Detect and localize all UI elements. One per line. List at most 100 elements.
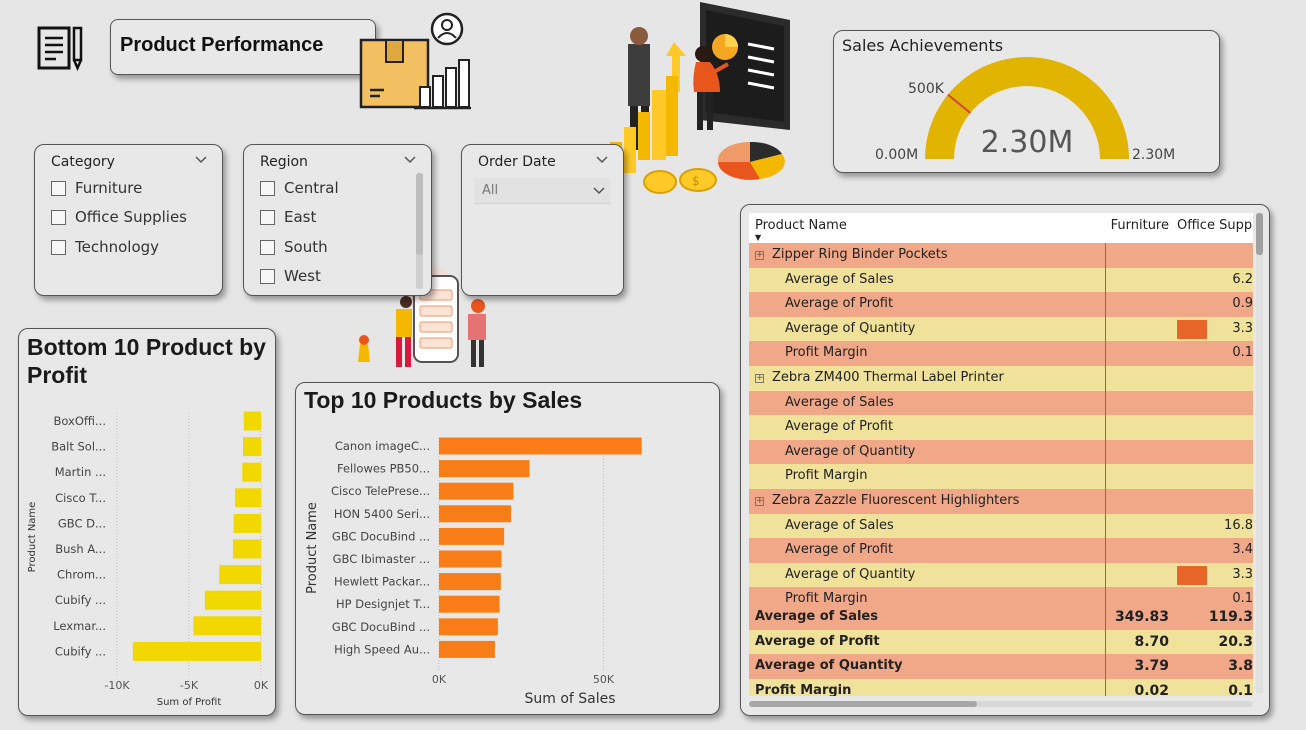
svg-text:$: $ [692, 174, 700, 188]
category-label: Cisco T... [55, 491, 106, 505]
business-presentation-illustration: $ [610, 2, 790, 194]
checkbox[interactable] [260, 268, 275, 284]
bar[interactable] [439, 437, 642, 455]
column-divider [1105, 243, 1106, 696]
total-label: Average of Sales [755, 609, 878, 624]
bar[interactable] [132, 641, 261, 661]
bottom-10-title: Bottom 10 Product by Profit [27, 334, 266, 388]
bar[interactable] [439, 550, 502, 568]
x-tick-label: 50K [593, 673, 615, 686]
x-tick-label: -5K [180, 679, 199, 692]
bottom-10-plot: -10K -5K 0K BoxOffi... Balt Sol... Martin ...… [27, 411, 269, 708]
region-option-west[interactable]: West [260, 267, 321, 285]
category-option-furniture[interactable]: Furniture [51, 179, 142, 197]
checkbox[interactable] [51, 239, 66, 255]
chevron-down-icon[interactable] [194, 153, 208, 167]
chevron-down-icon[interactable] [595, 153, 609, 167]
checkbox[interactable] [260, 209, 275, 225]
office-supplies-cell: 6.2 [1232, 271, 1253, 287]
category-label: High Speed Au... [334, 642, 430, 656]
y-axis-label: Product Name [27, 502, 38, 573]
bar[interactable] [439, 640, 495, 658]
category-option-technology[interactable]: Technology [51, 238, 159, 256]
bar[interactable] [439, 482, 514, 500]
matrix-measure-row: Average of Sales 16.8 [749, 513, 1253, 539]
bar[interactable] [232, 539, 261, 559]
bar[interactable] [235, 488, 261, 508]
bar[interactable] [204, 590, 261, 610]
order-date-dropdown[interactable]: All [474, 178, 610, 204]
region-option-central[interactable]: Central [260, 179, 339, 197]
chevron-down-icon[interactable] [403, 153, 417, 167]
total-label: Average of Quantity [755, 658, 903, 674]
bar[interactable] [439, 595, 500, 613]
title-box: Product Performance [110, 19, 376, 75]
matrix-total-row: Profit Margin 0.02 0.1 [749, 678, 1253, 696]
bar[interactable] [243, 411, 261, 431]
bar[interactable] [439, 460, 530, 478]
matrix-measure-row: Average of Sales [749, 390, 1253, 416]
row-label: Average of Sales [785, 517, 894, 533]
total-label: Average of Profit [755, 633, 880, 649]
row-label: Zipper Ring Binder Pockets [772, 247, 948, 262]
office-supplies-total: 20.3 [1218, 633, 1253, 650]
matrix-measure-row: Average of Profit [749, 415, 1253, 440]
row-label: Average of Sales [785, 394, 894, 410]
bar[interactable] [439, 505, 512, 523]
category-label: Hewlett Packar... [334, 575, 430, 589]
category-label: GBC DocuBind ... [332, 620, 430, 634]
expand-icon[interactable]: + [755, 496, 764, 506]
category-option-office-supplies[interactable]: Office Supplies [51, 208, 187, 226]
category-label: Cubify ... [55, 593, 106, 607]
row-label: Average of Sales [785, 271, 894, 287]
column-header-furniture[interactable]: Furniture [1110, 218, 1169, 233]
category-label: Cisco TelePrese... [331, 484, 430, 498]
option-label: East [284, 208, 317, 226]
bar[interactable] [439, 527, 505, 545]
checkbox[interactable] [260, 239, 275, 255]
bar[interactable] [439, 573, 501, 591]
row-label: Zebra ZM400 Thermal Label Printer [772, 370, 1004, 385]
matrix-measure-row: Profit Margin [749, 464, 1253, 489]
region-scrollbar[interactable] [416, 173, 423, 289]
option-label: Furniture [75, 179, 143, 197]
matrix-horizontal-scrollbar[interactable] [749, 701, 1253, 707]
sort-desc-icon: ▼ [755, 233, 762, 242]
column-header-office-supplies[interactable]: Office Suppli [1177, 218, 1253, 233]
x-tick-label: 0K [254, 679, 269, 692]
expand-icon[interactable]: + [755, 250, 764, 260]
bar[interactable] [243, 437, 261, 457]
row-label: Average of Profit [785, 419, 894, 435]
x-tick-label: -10K [104, 679, 130, 692]
chevron-down-icon [593, 187, 605, 195]
row-label: Profit Margin [785, 591, 868, 607]
bar[interactable] [439, 618, 498, 636]
bar[interactable] [233, 513, 261, 533]
gauge-min-label: 0.00M [875, 147, 918, 163]
matrix-total-row: Average of Quantity 3.79 3.8 [749, 654, 1253, 679]
matrix-group-row[interactable]: + Zebra ZM400 Thermal Label Printer [749, 366, 1253, 391]
top-10-title: Top 10 Products by Sales [304, 387, 583, 413]
box-chart-illustration [359, 12, 471, 110]
matrix-vertical-scrollbar[interactable] [1256, 213, 1263, 693]
matrix-total-row: Average of Sales 349.83 119.3 [749, 605, 1253, 630]
expand-icon[interactable]: + [755, 373, 764, 383]
checkbox[interactable] [51, 180, 66, 196]
checkbox[interactable] [51, 209, 66, 225]
office-supplies-cell: 16.8 [1224, 517, 1253, 533]
matrix-group-row[interactable]: + Zebra Zazzle Fluorescent Highlighters [749, 489, 1253, 514]
data-bar [1177, 565, 1207, 585]
column-header-product-name[interactable]: Product Name [755, 218, 847, 233]
top-10-plot: 0K 50K Canon imageC... Fellowes PB50... Cisc… [305, 437, 642, 707]
region-option-south[interactable]: South [260, 238, 328, 256]
option-label: West [284, 267, 321, 285]
checkbox[interactable] [260, 180, 275, 196]
furniture-total: 8.70 [1134, 633, 1169, 650]
region-option-east[interactable]: East [260, 208, 316, 226]
bar[interactable] [242, 462, 261, 482]
region-slicer: Region Central East South West [243, 144, 432, 296]
order-date-slicer: Order Date All [461, 144, 624, 296]
bar[interactable] [193, 616, 261, 636]
bar[interactable] [219, 565, 261, 585]
matrix-group-row[interactable]: + Zipper Ring Binder Pockets [749, 243, 1253, 268]
